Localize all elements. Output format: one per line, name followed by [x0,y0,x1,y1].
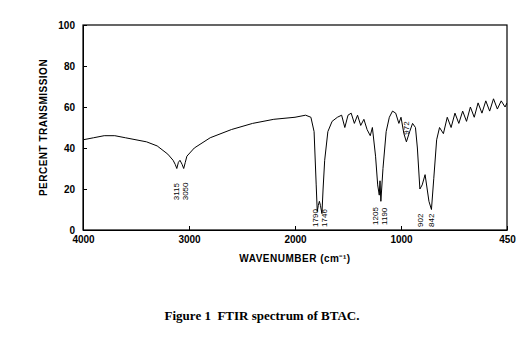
x-tick: 2000 [284,226,307,245]
plot-area [83,99,507,214]
x-tick-mark [189,226,190,230]
y-tick: 40 [64,143,87,154]
y-axis: 0 20 40 60 80 100 [58,20,87,236]
peak-label: 3050 [181,182,190,200]
y-tick: 100 [58,20,87,31]
y-tick-label: 100 [58,20,75,31]
x-axis-line [84,230,508,231]
y-tick-label: 80 [64,61,76,72]
y-axis-line [83,26,84,231]
y-tick-mark [83,148,87,149]
peak-label: 3115 [172,183,181,201]
peak-label: 902 [416,213,425,227]
plot-frame [83,25,507,230]
x-tick-mark [295,226,296,230]
x-tick-label: 1000 [390,234,413,245]
peak-label: 842 [427,213,436,227]
y-tick-label: 60 [64,102,76,113]
peak-label: 1746 [320,209,329,227]
chart-title: Figure 1 FTIR spectrum of BTAC. [165,308,360,323]
x-tick-mark [507,226,508,230]
x-axis-title: WAVENUMBER (cm⁻¹) [239,253,350,264]
x-tick: 450 [499,226,516,245]
spectrum-line [83,99,507,214]
peak-label: 1190 [380,207,389,225]
y-tick-label: 0 [69,225,75,236]
y-tick-mark [83,189,87,190]
x-tick-label: 450 [499,234,516,245]
y-tick-mark [83,107,87,108]
x-tick: 1000 [390,226,413,245]
y-tick: 0 [69,225,87,236]
y-tick-mark [83,66,87,67]
chart: 4000 3000 2000 1000 450 0 20 40 60 80 100 WAVENUMBE… [0,0,525,359]
y-tick: 20 [64,184,87,195]
y-tick-mark [83,25,87,26]
x-tick: 3000 [178,226,201,245]
x-tick-label: 4000 [72,234,95,245]
y-tick-label: 20 [64,184,76,195]
peak-label: 1205 [371,207,380,225]
y-tick: 80 [64,61,87,72]
x-axis: 4000 3000 2000 1000 450 [72,226,516,245]
y-tick-label: 40 [64,143,76,154]
peak-labels: 31153050 17901746 12051190 972 902842 [172,121,437,227]
peak-label: 972 [402,121,411,135]
peak-label: 1790 [311,209,320,227]
x-tick-label: 2000 [284,234,307,245]
y-axis-title: PERCENT TRANSMISSION [38,59,49,196]
x-tick-mark [401,226,402,230]
x-tick-label: 3000 [178,234,201,245]
y-tick-mark [83,230,87,231]
y-tick: 60 [64,102,87,113]
